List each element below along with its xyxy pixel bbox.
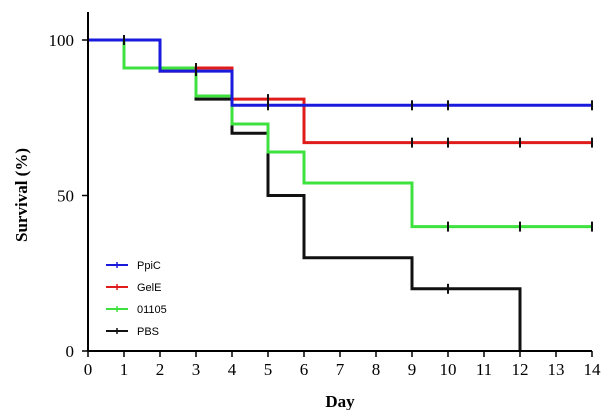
legend-label-pbs: PBS — [137, 326, 159, 338]
legend-label-gele: GelE — [137, 282, 161, 294]
x-tick-label: 13 — [548, 360, 565, 379]
x-tick-label: 10 — [440, 360, 457, 379]
x-tick-label: 12 — [512, 360, 529, 379]
y-axis-title: Survival (%) — [12, 148, 31, 242]
axes — [87, 12, 592, 352]
y-tick-label: 50 — [57, 187, 74, 206]
x-ticks: 0 1 2 3 4 5 6 7 8 9 10 11 12 13 14 — [84, 351, 601, 379]
x-tick-label: 6 — [300, 360, 309, 379]
x-tick-label: 8 — [372, 360, 381, 379]
legend: PpiC GelE 01105 PBS — [106, 260, 167, 338]
x-tick-label: 0 — [84, 360, 93, 379]
y-tick-label: 0 — [66, 342, 75, 361]
series-line-gele — [88, 38, 592, 145]
x-tick-label: 4 — [228, 360, 237, 379]
y-tick-label: 100 — [49, 31, 75, 50]
legend-label-01105: 01105 — [137, 304, 167, 316]
x-tick-label: 14 — [584, 360, 602, 379]
legend-label-ppic: PpiC — [137, 260, 161, 272]
x-tick-label: 3 — [192, 360, 201, 379]
x-tick-label: 9 — [408, 360, 417, 379]
series-line-01105 — [88, 38, 592, 229]
x-tick-label: 2 — [156, 360, 165, 379]
series-layer — [88, 35, 593, 351]
x-tick-label: 5 — [264, 360, 273, 379]
x-axis-title: Day — [325, 392, 355, 410]
x-tick-label: 1 — [120, 360, 129, 379]
y-ticks: 0 50 100 — [49, 31, 88, 361]
x-tick-label: 11 — [476, 360, 492, 379]
x-tick-label: 7 — [336, 360, 345, 379]
series-line-ppic — [88, 38, 592, 107]
